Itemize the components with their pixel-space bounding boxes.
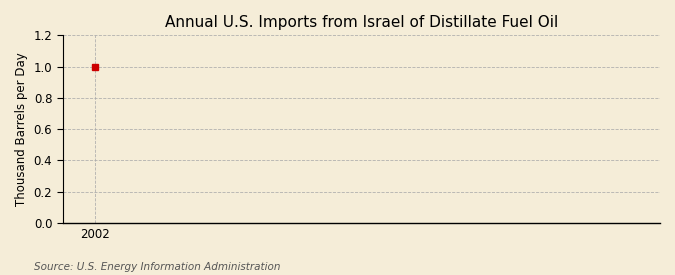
Title: Annual U.S. Imports from Israel of Distillate Fuel Oil: Annual U.S. Imports from Israel of Disti… [165,15,558,30]
Y-axis label: Thousand Barrels per Day: Thousand Barrels per Day [15,52,28,206]
Text: Source: U.S. Energy Information Administration: Source: U.S. Energy Information Administ… [34,262,280,272]
